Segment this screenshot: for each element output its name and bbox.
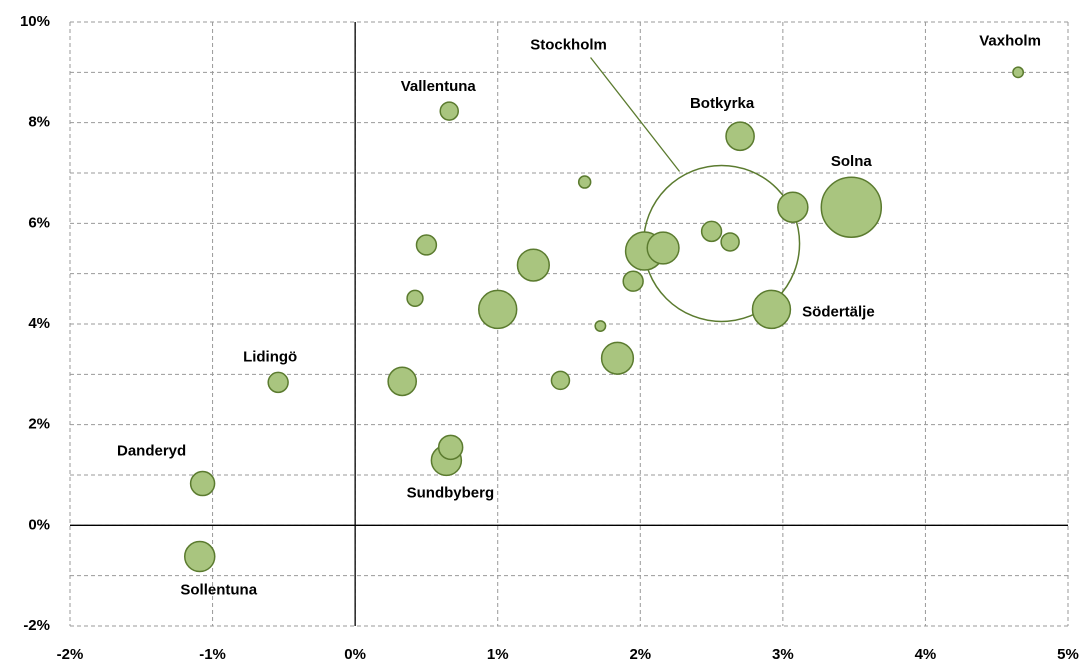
bubble (439, 101, 459, 121)
bubble (267, 371, 289, 394)
bubble (437, 434, 464, 461)
bubble (700, 220, 723, 243)
bubble-label: Sundbyberg (407, 484, 495, 501)
bubble-label: Stockholm (530, 36, 607, 53)
x-tick-label: 4% (915, 646, 937, 663)
y-tick-label: 2% (28, 416, 50, 433)
bubble-label: Vaxholm (979, 32, 1041, 49)
x-tick-label: -1% (199, 646, 226, 663)
bubble (387, 366, 418, 397)
bubble (600, 341, 635, 375)
bubble (577, 175, 592, 189)
bubble (720, 232, 740, 252)
bubble (751, 289, 792, 330)
bubble (406, 289, 424, 308)
bubble (646, 231, 680, 265)
bubble (777, 191, 809, 223)
bubble (1012, 66, 1025, 79)
bubble (477, 289, 518, 330)
y-tick-label: 4% (28, 315, 50, 332)
bubble-label: Botkyrka (690, 95, 755, 112)
x-tick-label: 1% (487, 646, 509, 663)
bubble (622, 270, 644, 292)
leader-line (590, 57, 681, 172)
bubble-label: Vallentuna (401, 78, 477, 95)
y-tick-label: 10% (20, 13, 50, 30)
bubble (415, 234, 438, 256)
bubble-label: Sollentuna (180, 582, 257, 599)
y-tick-label: -2% (23, 617, 50, 634)
x-tick-label: 3% (772, 646, 794, 663)
y-tick-label: 6% (28, 214, 50, 231)
y-tick-label: 8% (28, 114, 50, 131)
y-tick-label: 0% (28, 516, 50, 533)
x-tick-label: 0% (344, 646, 366, 663)
x-tick-label: 2% (629, 646, 651, 663)
bubble-label: Solna (831, 153, 872, 170)
bubble (594, 320, 607, 332)
bubble (725, 121, 755, 152)
bubble (183, 540, 216, 573)
bubble (820, 176, 883, 238)
bubble-label: Lidingö (243, 348, 297, 365)
bubble (516, 248, 550, 282)
bubble (189, 470, 216, 497)
bubble (550, 370, 571, 391)
bubble-label: Danderyd (117, 443, 186, 460)
x-tick-label: 5% (1057, 646, 1079, 663)
bubble-label: Södertälje (802, 303, 875, 320)
x-tick-label: -2% (57, 646, 84, 663)
